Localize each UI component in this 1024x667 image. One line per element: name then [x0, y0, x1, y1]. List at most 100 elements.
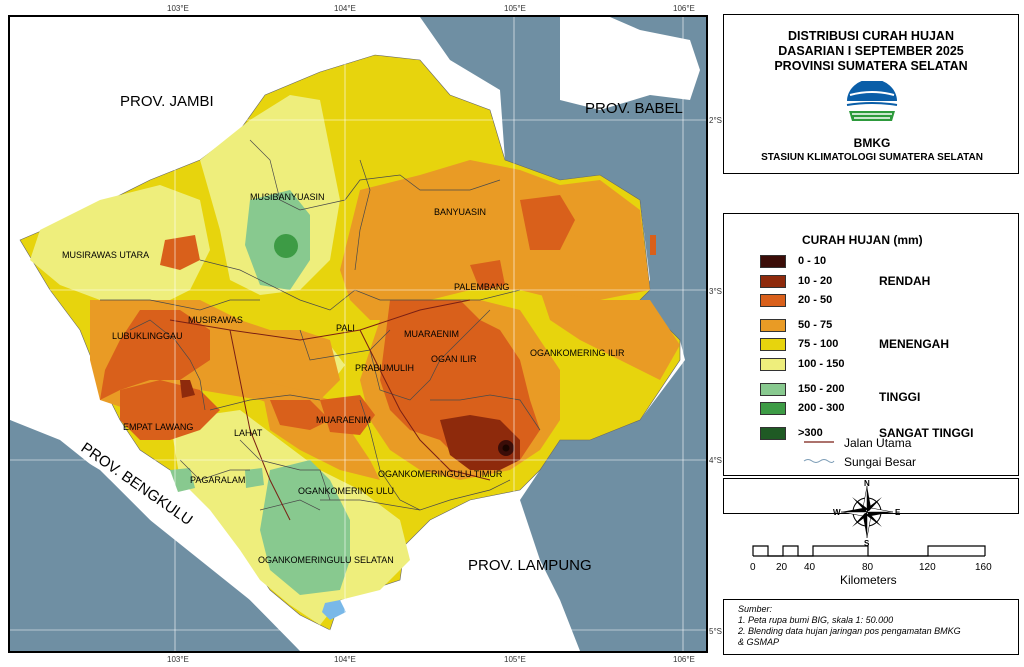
source-line1: 1. Peta rupa bumi BIG, skala 1: 50.000: [738, 615, 894, 625]
label-palembang: PALEMBANG: [454, 282, 509, 292]
label-jambi: PROV. JAMBI: [120, 93, 214, 110]
category-rendah: RENDAH: [879, 274, 931, 288]
compass-n: N: [864, 479, 870, 488]
compass-w: W: [833, 508, 841, 517]
legend-row-2: 20 - 50: [760, 293, 832, 307]
lon-label-103-bottom: 103°E: [167, 655, 189, 664]
label-ogan-ilir: OGAN ILIR: [431, 354, 477, 364]
label-empat-lawang: EMPAT LAWANG: [123, 422, 193, 432]
label-pagaralam: PAGARALAM: [190, 475, 245, 485]
lat-label-2s: 2°S: [709, 116, 722, 125]
legend-swatch-3: [760, 318, 786, 332]
legend-row-6: 150 - 200: [760, 382, 844, 396]
label-musibanyuasin: MUSIBANYUASIN: [250, 192, 325, 202]
lake: [322, 600, 346, 620]
legend-label-6: 150 - 200: [798, 383, 845, 395]
legend-swatch-1: [760, 274, 786, 288]
lon-label-106-bottom: 106°E: [673, 655, 695, 664]
legend-label-4: 75 - 100: [798, 338, 839, 350]
source-line2: 2. Blending data hujan jaringan pos peng…: [738, 626, 961, 636]
graticule: [10, 17, 706, 651]
label-musirawas-utara: MUSIRAWAS UTARA: [62, 250, 149, 260]
lat-label-4s: 4°S: [709, 456, 722, 465]
label-musirawas: MUSIRAWAS: [188, 315, 243, 325]
compass-rose-icon: N S W E: [833, 479, 901, 548]
label-muaraenim-north: MUARAENIM: [404, 329, 459, 339]
legend-swatch-0: [760, 254, 786, 268]
lon-label-104-top: 104°E: [334, 4, 356, 13]
legend-row-4: 75 - 100: [760, 337, 838, 351]
agency-name: BMKG: [853, 136, 891, 150]
legend-swatch-5: [760, 357, 786, 371]
label-lampung: PROV. LAMPUNG: [468, 557, 592, 574]
lat-label-3s: 3°S: [709, 287, 722, 296]
label-babel: PROV. BABEL: [585, 100, 683, 117]
scale-tick-120: 120: [919, 562, 936, 573]
label-lahat: LAHAT: [234, 428, 263, 438]
source-panel: Sumber: 1. Peta rupa bumi BIG, skala 1: …: [723, 599, 1019, 655]
scale-unit: Kilometers: [840, 573, 897, 587]
lon-label-105-top: 105°E: [504, 4, 526, 13]
map-canvas: PROV. JAMBI PROV. BABEL PROV. BENGKULU P…: [10, 17, 706, 651]
legend-row-0: 0 - 10: [760, 254, 826, 268]
main-roads: [169, 299, 491, 521]
compass-s: S: [864, 539, 870, 548]
road-label: Jalan Utama: [844, 436, 912, 450]
legend-label-7: 200 - 300: [798, 402, 845, 414]
legend-row-5: 100 - 150: [760, 357, 844, 371]
rainfall-map: PROV. JAMBI PROV. BABEL PROV. BENGKULU P…: [8, 15, 708, 653]
label-ogankomering-ilir: OGANKOMERING ILIR: [530, 348, 625, 358]
label-lubuklinggau: LUBUKLINGGAU: [112, 331, 183, 341]
compass-e: E: [895, 508, 901, 517]
category-tinggi: TINGGI: [879, 390, 921, 404]
label-muaraenim-south: MUARAENIM: [316, 415, 371, 425]
source-heading: Sumber:: [738, 604, 773, 614]
legend-label-0: 0 - 10: [798, 255, 827, 267]
lon-label-103-top: 103°E: [167, 4, 189, 13]
scale-tick-20: 20: [776, 562, 788, 573]
scale-tick-80: 80: [862, 562, 874, 573]
title-line2: DASARIAN I SEPTEMBER 2025: [778, 44, 964, 58]
bangka-island: [560, 17, 700, 110]
legend-row-1: 10 - 20: [760, 274, 832, 288]
legend-row-3: 50 - 75: [760, 318, 832, 332]
label-prabumulih: PRABUMULIH: [355, 363, 414, 373]
title-line1: DISTRIBUSI CURAH HUJAN: [788, 29, 954, 43]
title-panel: DISTRIBUSI CURAH HUJAN DASARIAN I SEPTEM…: [723, 14, 1019, 174]
indian-ocean: [10, 420, 300, 651]
legend-swatch-2: [760, 293, 786, 307]
legend-label-2: 20 - 50: [798, 294, 833, 306]
title-line3: PROVINSI SUMATERA SELATAN: [774, 59, 968, 73]
label-pali: PALI: [336, 323, 355, 333]
label-oku: OGANKOMERING ULU: [298, 486, 394, 496]
legend-label-1: 10 - 20: [798, 275, 833, 287]
legend-swatch-7: [760, 401, 786, 415]
province-rainfall: [19, 54, 681, 631]
legend-swatch-6: [760, 382, 786, 396]
scale-tick-40: 40: [804, 562, 816, 573]
category-menengah: MENENGAH: [879, 337, 950, 351]
river-line-icon: [803, 459, 835, 463]
bengkulu-strip: [10, 390, 330, 651]
label-banyuasin: BANYUASIN: [434, 207, 486, 217]
source-line3: & GSMAP: [738, 637, 780, 647]
legend-title: CURAH HUJAN (mm): [802, 233, 923, 247]
lon-label-106-top: 106°E: [673, 4, 695, 13]
label-oku-selatan: OGANKOMERINGULU SELATAN: [258, 555, 394, 565]
scale-tick-0: 0: [750, 562, 756, 573]
legend-swatch-8: [760, 426, 786, 440]
lon-label-105-bottom: 105°E: [504, 655, 526, 664]
station-name: STASIUN KLIMATOLOGI SUMATERA SELATAN: [761, 152, 983, 163]
lat-label-5s: 5°S: [709, 627, 722, 636]
river-label: Sungai Besar: [844, 455, 917, 469]
lon-label-104-bottom: 104°E: [334, 655, 356, 664]
legend-symbols: [803, 441, 835, 463]
label-okut: OGANKOMERINGULU TIMUR: [378, 469, 503, 479]
bmkg-logo-icon: [844, 81, 900, 131]
legend-panel: CURAH HUJAN (mm) 0 - 10 10 - 20 20 - 50 …: [723, 213, 1019, 476]
scale-tick-160: 160: [975, 562, 992, 573]
legend-label-8: >300: [798, 427, 823, 439]
legend-row-8: >300: [760, 426, 823, 440]
legend-swatch-4: [760, 337, 786, 351]
legend-row-7: 200 - 300: [760, 401, 844, 415]
